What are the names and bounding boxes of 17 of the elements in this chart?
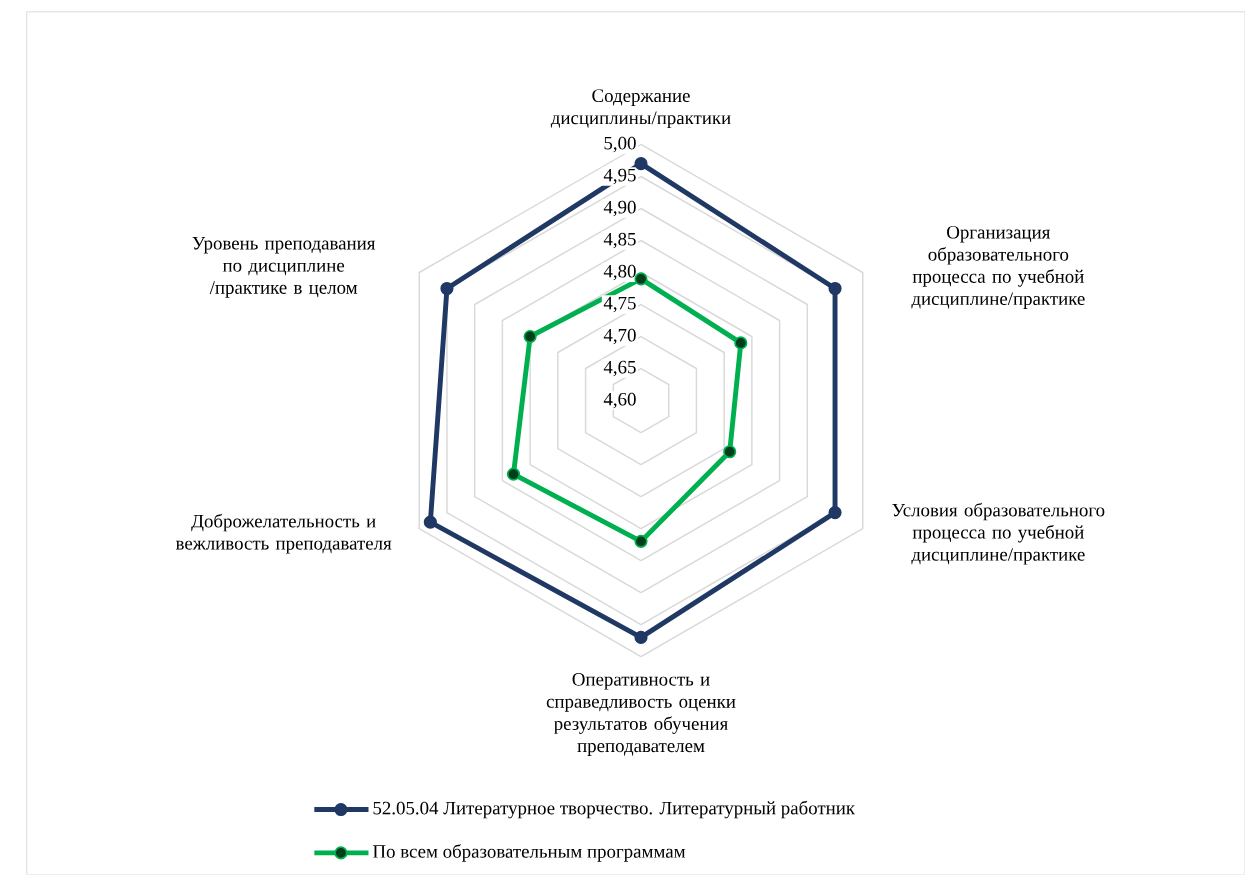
spoke-label: Уровень преподавания по дисциплине /практике в целом: [192, 237, 376, 298]
legend-label: 52.05.04 Литературное творчество. Литературный работник: [373, 800, 856, 819]
y-tick-label: 4,95: [603, 169, 636, 185]
y-tick-label: 4,60: [603, 393, 636, 409]
spoke-label: Доброжелательность и вежливость преподавателя: [175, 514, 392, 554]
spoke-label: Содержание дисциплины/практики: [550, 89, 731, 129]
spoke-label: Условия образовательного процесса по учебной дисциплине/практике: [892, 503, 1105, 565]
y-tick-label: 4,80: [603, 265, 636, 281]
y-tick-label: 5,00: [604, 137, 636, 153]
y-tick-label: 4,85: [603, 233, 636, 249]
legend-label: По всем образовательным программам: [372, 844, 686, 862]
y-tick-label: 4,65: [603, 361, 636, 377]
y-tick-label: 4,90: [603, 201, 636, 217]
spoke-label: Оперативность и справедливость оценки результатов обучения преподавателем: [546, 673, 736, 757]
y-tick-label: 4,70: [603, 329, 636, 345]
spoke-label: Организация образовательного процесса по учебной дисциплине/практике: [911, 226, 1085, 310]
y-tick-label: 4,75: [603, 297, 636, 313]
